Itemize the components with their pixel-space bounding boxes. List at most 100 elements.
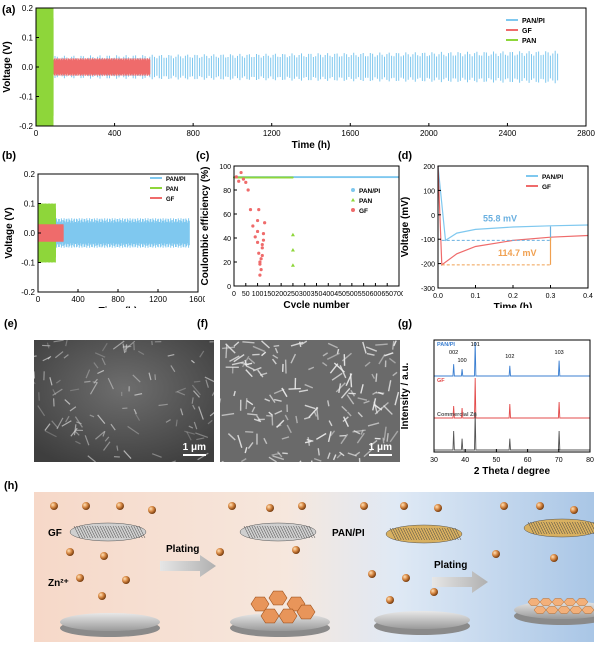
y-axis-label: Coulombic efficiency (%) bbox=[200, 167, 211, 286]
xrd-pattern bbox=[434, 341, 590, 377]
sem-flake bbox=[269, 394, 276, 403]
sem-flake bbox=[61, 420, 72, 427]
annotation-55-8: 55.8 mV bbox=[483, 214, 517, 224]
sem-flake bbox=[101, 342, 108, 352]
sem-flake bbox=[186, 431, 192, 441]
sem-flake bbox=[313, 457, 322, 462]
gf-mesh-fiber bbox=[298, 525, 305, 539]
pan-pi-mesh-fiber bbox=[543, 521, 550, 535]
pan-pi-mesh-fiber bbox=[574, 521, 582, 535]
sem-flake bbox=[274, 410, 283, 415]
sem-flake bbox=[247, 413, 258, 416]
gf-mesh-fiber bbox=[248, 525, 256, 539]
electrode-disk bbox=[60, 613, 160, 631]
peak-label: 103 bbox=[555, 350, 564, 356]
sem-flake bbox=[89, 414, 95, 418]
sem-flake bbox=[367, 422, 380, 427]
sem-texture-e bbox=[34, 340, 214, 462]
sem-flake bbox=[342, 416, 349, 423]
data-point-gf bbox=[260, 242, 264, 247]
gf-mesh-fiber bbox=[73, 525, 81, 539]
sem-flake bbox=[46, 342, 50, 349]
data-point-pan bbox=[290, 248, 295, 252]
sem-flake bbox=[341, 405, 348, 412]
sem-flake bbox=[308, 407, 319, 418]
sem-flake bbox=[64, 399, 71, 405]
sem-flake bbox=[363, 400, 370, 404]
zn-ion-ball bbox=[292, 546, 300, 554]
sem-flake bbox=[328, 420, 333, 427]
sem-flake bbox=[205, 379, 209, 388]
sem-flake bbox=[327, 431, 332, 443]
data-point-gf bbox=[260, 246, 264, 250]
pan-pi-mesh-fiber bbox=[553, 521, 561, 535]
sem-flake bbox=[288, 387, 301, 390]
panel-label-d: (d) bbox=[398, 150, 413, 162]
gf-mesh-fiber bbox=[269, 525, 277, 539]
data-point-gf bbox=[255, 229, 260, 234]
scale-bar-f-label: 1 μm bbox=[368, 442, 392, 453]
sem-flake bbox=[360, 384, 364, 394]
data-point-gf bbox=[246, 188, 250, 192]
sem-flake bbox=[286, 424, 292, 434]
x-tick-label: 400 bbox=[71, 295, 85, 304]
gf-mesh-fiber bbox=[277, 525, 285, 539]
gf-mesh-fiber bbox=[259, 525, 266, 539]
sem-flake bbox=[340, 387, 351, 399]
gf-mesh-fiber bbox=[308, 525, 316, 539]
panel-label-g: (g) bbox=[398, 318, 413, 330]
pan-pi-mesh-fiber bbox=[410, 527, 418, 541]
plot-frame bbox=[433, 339, 591, 453]
zn-ion-ball bbox=[216, 548, 224, 556]
sem-flake bbox=[327, 400, 330, 407]
data-point-gf bbox=[259, 257, 263, 261]
sem-flake bbox=[44, 430, 57, 438]
zn-ion-ball bbox=[434, 504, 442, 512]
sem-flake bbox=[281, 436, 290, 440]
dendrite-hexagon bbox=[268, 590, 288, 606]
gf-mesh-fiber bbox=[256, 525, 264, 539]
sem-flake bbox=[195, 432, 209, 439]
gf-mesh-fiber bbox=[272, 525, 279, 539]
x-tick-label: 2000 bbox=[420, 129, 438, 138]
sem-flake bbox=[341, 352, 352, 362]
sem-flake bbox=[261, 340, 270, 349]
pan-pi-mesh-fiber bbox=[532, 521, 540, 535]
sem-flake bbox=[175, 419, 178, 427]
pan-pi-mesh-fiber bbox=[407, 527, 415, 541]
sem-flake bbox=[233, 341, 240, 347]
sem-flake bbox=[242, 341, 255, 344]
sem-flake bbox=[308, 366, 315, 371]
sem-flake bbox=[101, 357, 106, 366]
xrd-series-label: GF bbox=[437, 378, 445, 384]
pan-pi-mesh-fiber bbox=[449, 527, 457, 541]
sem-flake bbox=[52, 389, 57, 396]
gf-mesh-fiber bbox=[112, 525, 120, 539]
sem-flake bbox=[63, 354, 69, 359]
sem-flake bbox=[346, 394, 355, 405]
data-point-gf bbox=[251, 224, 255, 228]
gf-mesh-fiber bbox=[94, 525, 102, 539]
sem-flake bbox=[171, 460, 176, 462]
zn-ion-ball bbox=[360, 502, 368, 510]
sem-flake bbox=[339, 451, 345, 457]
sem-flake bbox=[196, 437, 205, 441]
x-tick-label: 0.2 bbox=[508, 293, 518, 300]
sem-flake bbox=[375, 373, 378, 382]
y-axis-label: Voltage (mV) bbox=[400, 197, 411, 257]
sem-flake bbox=[380, 401, 389, 410]
y-tick-label: -0.1 bbox=[21, 259, 35, 268]
uniform-deposit-hexagon bbox=[545, 606, 559, 614]
sem-flake bbox=[336, 348, 340, 355]
pan-pi-mesh-fiber bbox=[402, 527, 410, 541]
sem-flake bbox=[245, 369, 253, 378]
pan-pi-mesh-fiber bbox=[551, 521, 558, 535]
pan-pi-mesh-fiber bbox=[444, 527, 451, 541]
sem-flake bbox=[34, 381, 36, 385]
sem-flake bbox=[373, 403, 383, 411]
sem-flake bbox=[134, 412, 141, 421]
peak-label: 101 bbox=[471, 342, 480, 348]
sem-flake bbox=[384, 352, 394, 357]
data-point-gf bbox=[234, 175, 238, 179]
sem-flake bbox=[133, 408, 137, 415]
